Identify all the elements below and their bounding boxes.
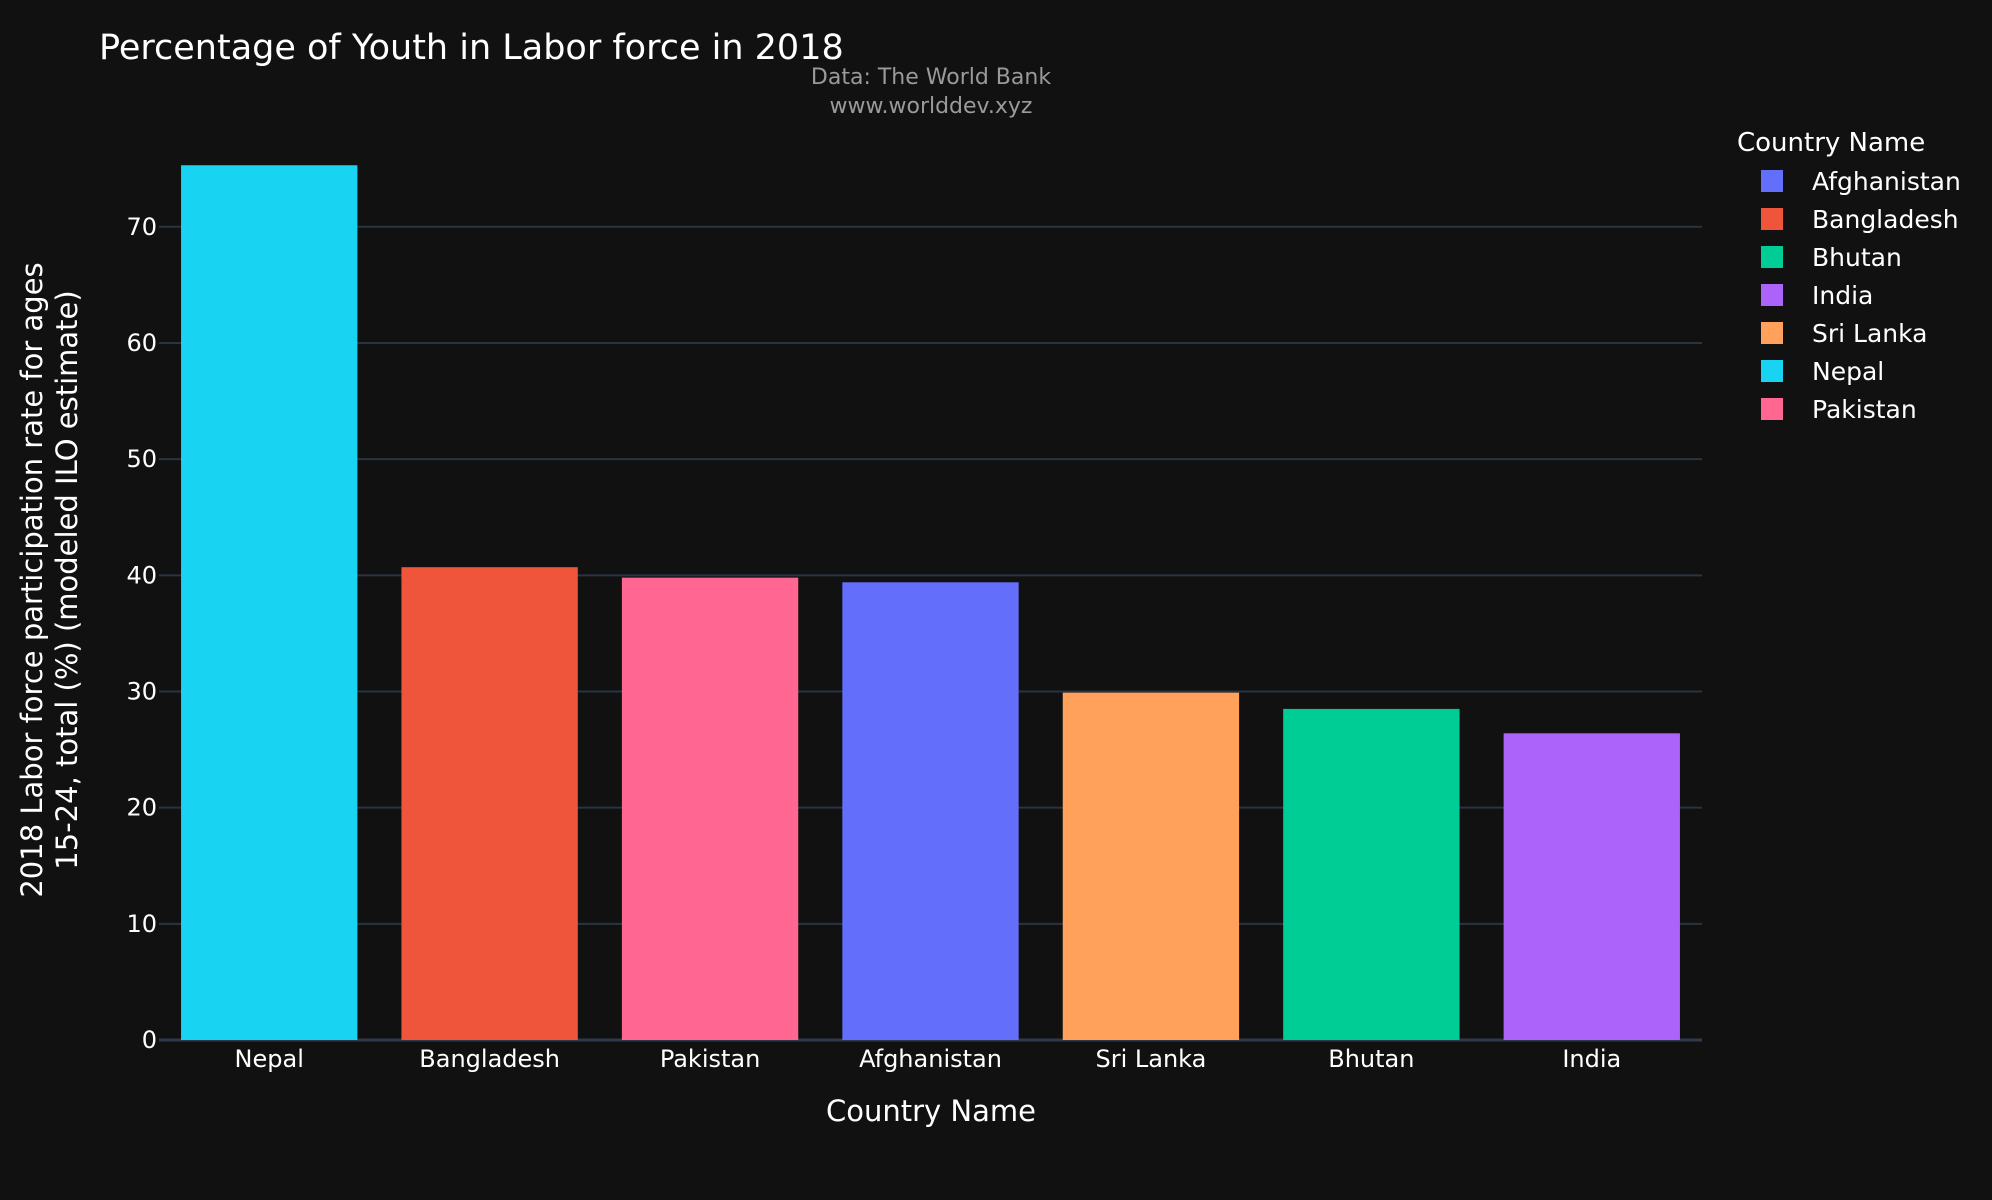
bar-nepal[interactable] [181, 165, 358, 1041]
legend-swatch [1761, 284, 1783, 306]
y-tick-label: 0 [142, 1026, 157, 1054]
legend-item-pakistan[interactable]: Pakistan [1761, 395, 1917, 424]
y-tick-label: 50 [126, 445, 157, 473]
y-tick-label: 40 [126, 561, 157, 589]
bar-afghanistan[interactable] [842, 582, 1019, 1040]
legend-label: Bhutan [1812, 243, 1902, 272]
legend-label: Pakistan [1812, 395, 1917, 424]
y-axis-title: 2018 Labor force participation rate for … [15, 262, 84, 897]
legend-swatch [1761, 398, 1783, 420]
bar-india[interactable] [1503, 733, 1680, 1040]
bar-bhutan[interactable] [1283, 708, 1460, 1040]
legend-item-india[interactable]: India [1761, 281, 1873, 310]
legend-swatch [1761, 170, 1783, 192]
x-axis-ticks: Nepal Bangladesh Pakistan Afghanistan Sri La… [235, 1045, 1622, 1073]
legend-label: Afghanistan [1812, 167, 1961, 196]
bar-sri-lanka[interactable] [1062, 692, 1240, 1040]
chart-subtitle-url: www.worlddev.xyz [830, 94, 1033, 119]
legend-label: Bangladesh [1812, 205, 1959, 234]
y-tick-label: 10 [126, 910, 157, 938]
x-tick-label: Bhutan [1328, 1045, 1414, 1073]
bar-pakistan[interactable] [621, 577, 799, 1040]
x-tick-label: Pakistan [660, 1045, 761, 1073]
y-axis-title-line-1: 2018 Labor force participation rate for … [15, 262, 49, 897]
legend-swatch [1761, 246, 1783, 268]
legend-label: Nepal [1812, 357, 1884, 386]
legend-item-nepal[interactable]: Nepal [1761, 357, 1884, 386]
legend-swatch [1761, 208, 1783, 230]
x-tick-label: Afghanistan [859, 1045, 1002, 1073]
chart-subtitle-source: Data: The World Bank [811, 65, 1051, 90]
legend-item-bangladesh[interactable]: Bangladesh [1761, 205, 1959, 234]
legend-label: Sri Lanka [1812, 319, 1928, 348]
x-tick-label: Sri Lanka [1095, 1045, 1206, 1073]
bar-bangladesh[interactable] [401, 567, 578, 1040]
y-tick-label: 30 [126, 677, 157, 705]
legend-item-sri-lanka[interactable]: Sri Lanka [1761, 319, 1928, 348]
y-tick-label: 20 [126, 794, 157, 822]
legend-swatch [1761, 322, 1783, 344]
bars [181, 165, 1680, 1041]
x-axis-title: Country Name [826, 1094, 1036, 1128]
legend-item-bhutan[interactable]: Bhutan [1761, 243, 1902, 272]
y-tick-label: 70 [126, 213, 157, 241]
legend: Country Name Afghanistan Bangladesh Bhutan… [1737, 128, 1961, 424]
chart-title: Percentage of Youth in Labor force in 20… [99, 28, 844, 68]
x-tick-label: Bangladesh [419, 1045, 560, 1073]
x-tick-label: India [1562, 1045, 1621, 1073]
y-axis-ticks: 0 10 20 30 40 50 60 70 [126, 213, 157, 1054]
legend-swatch [1761, 360, 1783, 382]
y-tick-label: 60 [126, 329, 157, 357]
legend-label: India [1812, 281, 1873, 310]
legend-item-afghanistan[interactable]: Afghanistan [1761, 167, 1961, 196]
y-axis-title-line-2: 15-24, total (%) (modeled ILO estimate) [50, 290, 84, 869]
legend-title: Country Name [1737, 128, 1925, 158]
x-tick-label: Nepal [235, 1045, 304, 1073]
